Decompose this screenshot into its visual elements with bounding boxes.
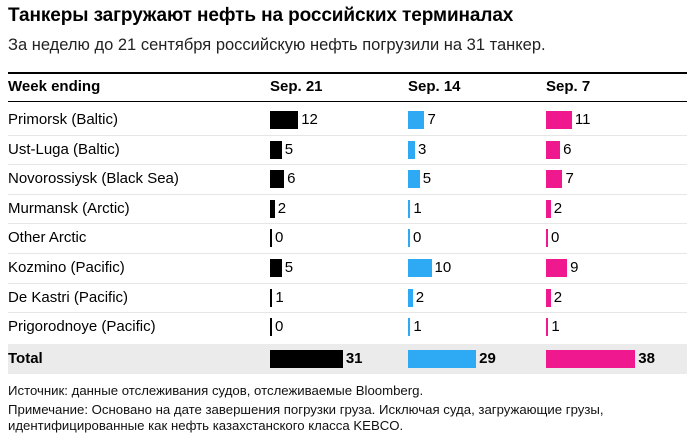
value-label: 1	[551, 318, 560, 336]
table-row: Primorsk (Baltic) 12 7 11	[0, 105, 695, 135]
row-divider	[8, 253, 687, 254]
bar-sep21	[270, 199, 275, 218]
bar-sep14	[408, 111, 425, 129]
value-label: 6	[287, 170, 296, 188]
value-label: 1	[275, 288, 284, 306]
value-label: 12	[301, 111, 318, 128]
value-label: 7	[565, 170, 574, 188]
chart-subtitle: За неделю до 21 сентября российскую нефт…	[8, 36, 546, 54]
value-label: 10	[434, 259, 452, 276]
bar-sep14	[408, 170, 420, 189]
header-rule	[8, 101, 687, 102]
value-label: 38	[638, 349, 655, 367]
bar-sep7	[546, 318, 549, 337]
column-header-sep21: Sep. 21	[270, 78, 323, 95]
value-label: 29	[479, 349, 496, 367]
row-divider	[8, 164, 687, 166]
terminal-label: Kozmino (Pacific)	[8, 259, 125, 276]
bar-sep21	[270, 349, 343, 368]
table-row: Other Arctic 0 0 0	[0, 223, 695, 253]
bar-sep21	[270, 111, 299, 129]
value-label: 0	[275, 318, 284, 336]
row-header: Week ending	[8, 78, 101, 95]
bar-sep14	[408, 140, 416, 159]
table-row: Ust-Luga (Baltic) 5 3 6	[0, 135, 695, 165]
bar-sep21	[270, 140, 282, 159]
row-divider	[8, 193, 687, 195]
row-divider	[8, 312, 687, 314]
row-divider	[8, 223, 687, 225]
value-label: 9	[570, 259, 579, 276]
value-label: 11	[574, 111, 591, 128]
top-rule	[8, 72, 687, 74]
terminal-label: Novorossiysk (Black Sea)	[8, 170, 179, 188]
table-row: De Kastri (Pacific) 1 2 2	[0, 283, 695, 313]
value-label: 2	[553, 288, 563, 306]
table-row: Kozmino (Pacific) 5 10 9	[0, 253, 695, 283]
table-row: Murmansk (Arctic) 2 1 2	[0, 194, 695, 224]
value-label: 1	[413, 318, 422, 336]
terminal-label: Primorsk (Baltic)	[8, 111, 119, 128]
value-label: 2	[415, 288, 425, 306]
bar-sep21	[270, 288, 273, 307]
value-label: 3	[418, 140, 427, 158]
table-row: Prigorodnoye (Pacific) 0 1 1	[0, 312, 695, 342]
bar-sep7	[546, 229, 548, 248]
bar-sep14	[408, 318, 411, 337]
bar-sep14	[408, 288, 413, 307]
terminal-label: De Kastri (Pacific)	[8, 288, 129, 306]
value-label: 2	[277, 199, 287, 217]
bar-sep7	[546, 199, 551, 218]
table-row: Novorossiysk (Black Sea) 6 5 7	[0, 164, 695, 194]
value-label: 5	[284, 259, 294, 276]
value-label: 6	[563, 140, 572, 158]
bar-sep21	[270, 259, 282, 277]
bar-sep7	[546, 288, 551, 307]
total-row: Total 31 29 38	[8, 343, 687, 374]
value-label: 1	[413, 199, 422, 217]
column-header-sep7: Sep. 7	[546, 78, 591, 95]
terminal-label: Prigorodnoye (Pacific)	[8, 318, 156, 336]
column-header-sep14: Sep. 14	[408, 78, 461, 95]
bar-sep21	[270, 229, 272, 248]
source-note: Источник: данные отслеживания судов, отс…	[8, 383, 424, 398]
value-label: 0	[551, 229, 560, 247]
row-divider	[8, 282, 687, 284]
total-label: Total	[8, 349, 43, 367]
bar-sep7	[546, 259, 568, 277]
terminal-label: Murmansk (Arctic)	[8, 199, 130, 217]
value-label: 0	[275, 229, 284, 247]
bar-sep7	[546, 170, 563, 189]
value-label: 31	[345, 349, 363, 367]
bar-sep14	[408, 349, 477, 368]
value-label: 5	[422, 170, 432, 188]
bar-sep7	[546, 140, 561, 159]
value-label: 5	[284, 140, 294, 158]
bar-sep14	[408, 199, 411, 218]
value-label: 2	[553, 199, 563, 217]
chart-title: Танкеры загружают нефть на российских те…	[8, 5, 514, 26]
value-label: 0	[413, 229, 422, 247]
bar-sep21	[270, 170, 285, 189]
footnote-line-1: Примечание: Основано на дате завершения …	[8, 402, 604, 417]
bar-sep7	[546, 111, 572, 129]
terminal-label: Ust-Luga (Baltic)	[8, 140, 120, 158]
value-label: 7	[427, 111, 436, 128]
row-divider	[8, 134, 687, 136]
bar-sep14	[408, 259, 432, 277]
bar-sep7	[546, 349, 636, 368]
bar-sep21	[270, 318, 272, 337]
bar-sep14	[408, 229, 410, 248]
footnote-line-2: идентифицированные как нефть казахстанск…	[8, 418, 404, 433]
terminal-label: Other Arctic	[8, 229, 87, 247]
